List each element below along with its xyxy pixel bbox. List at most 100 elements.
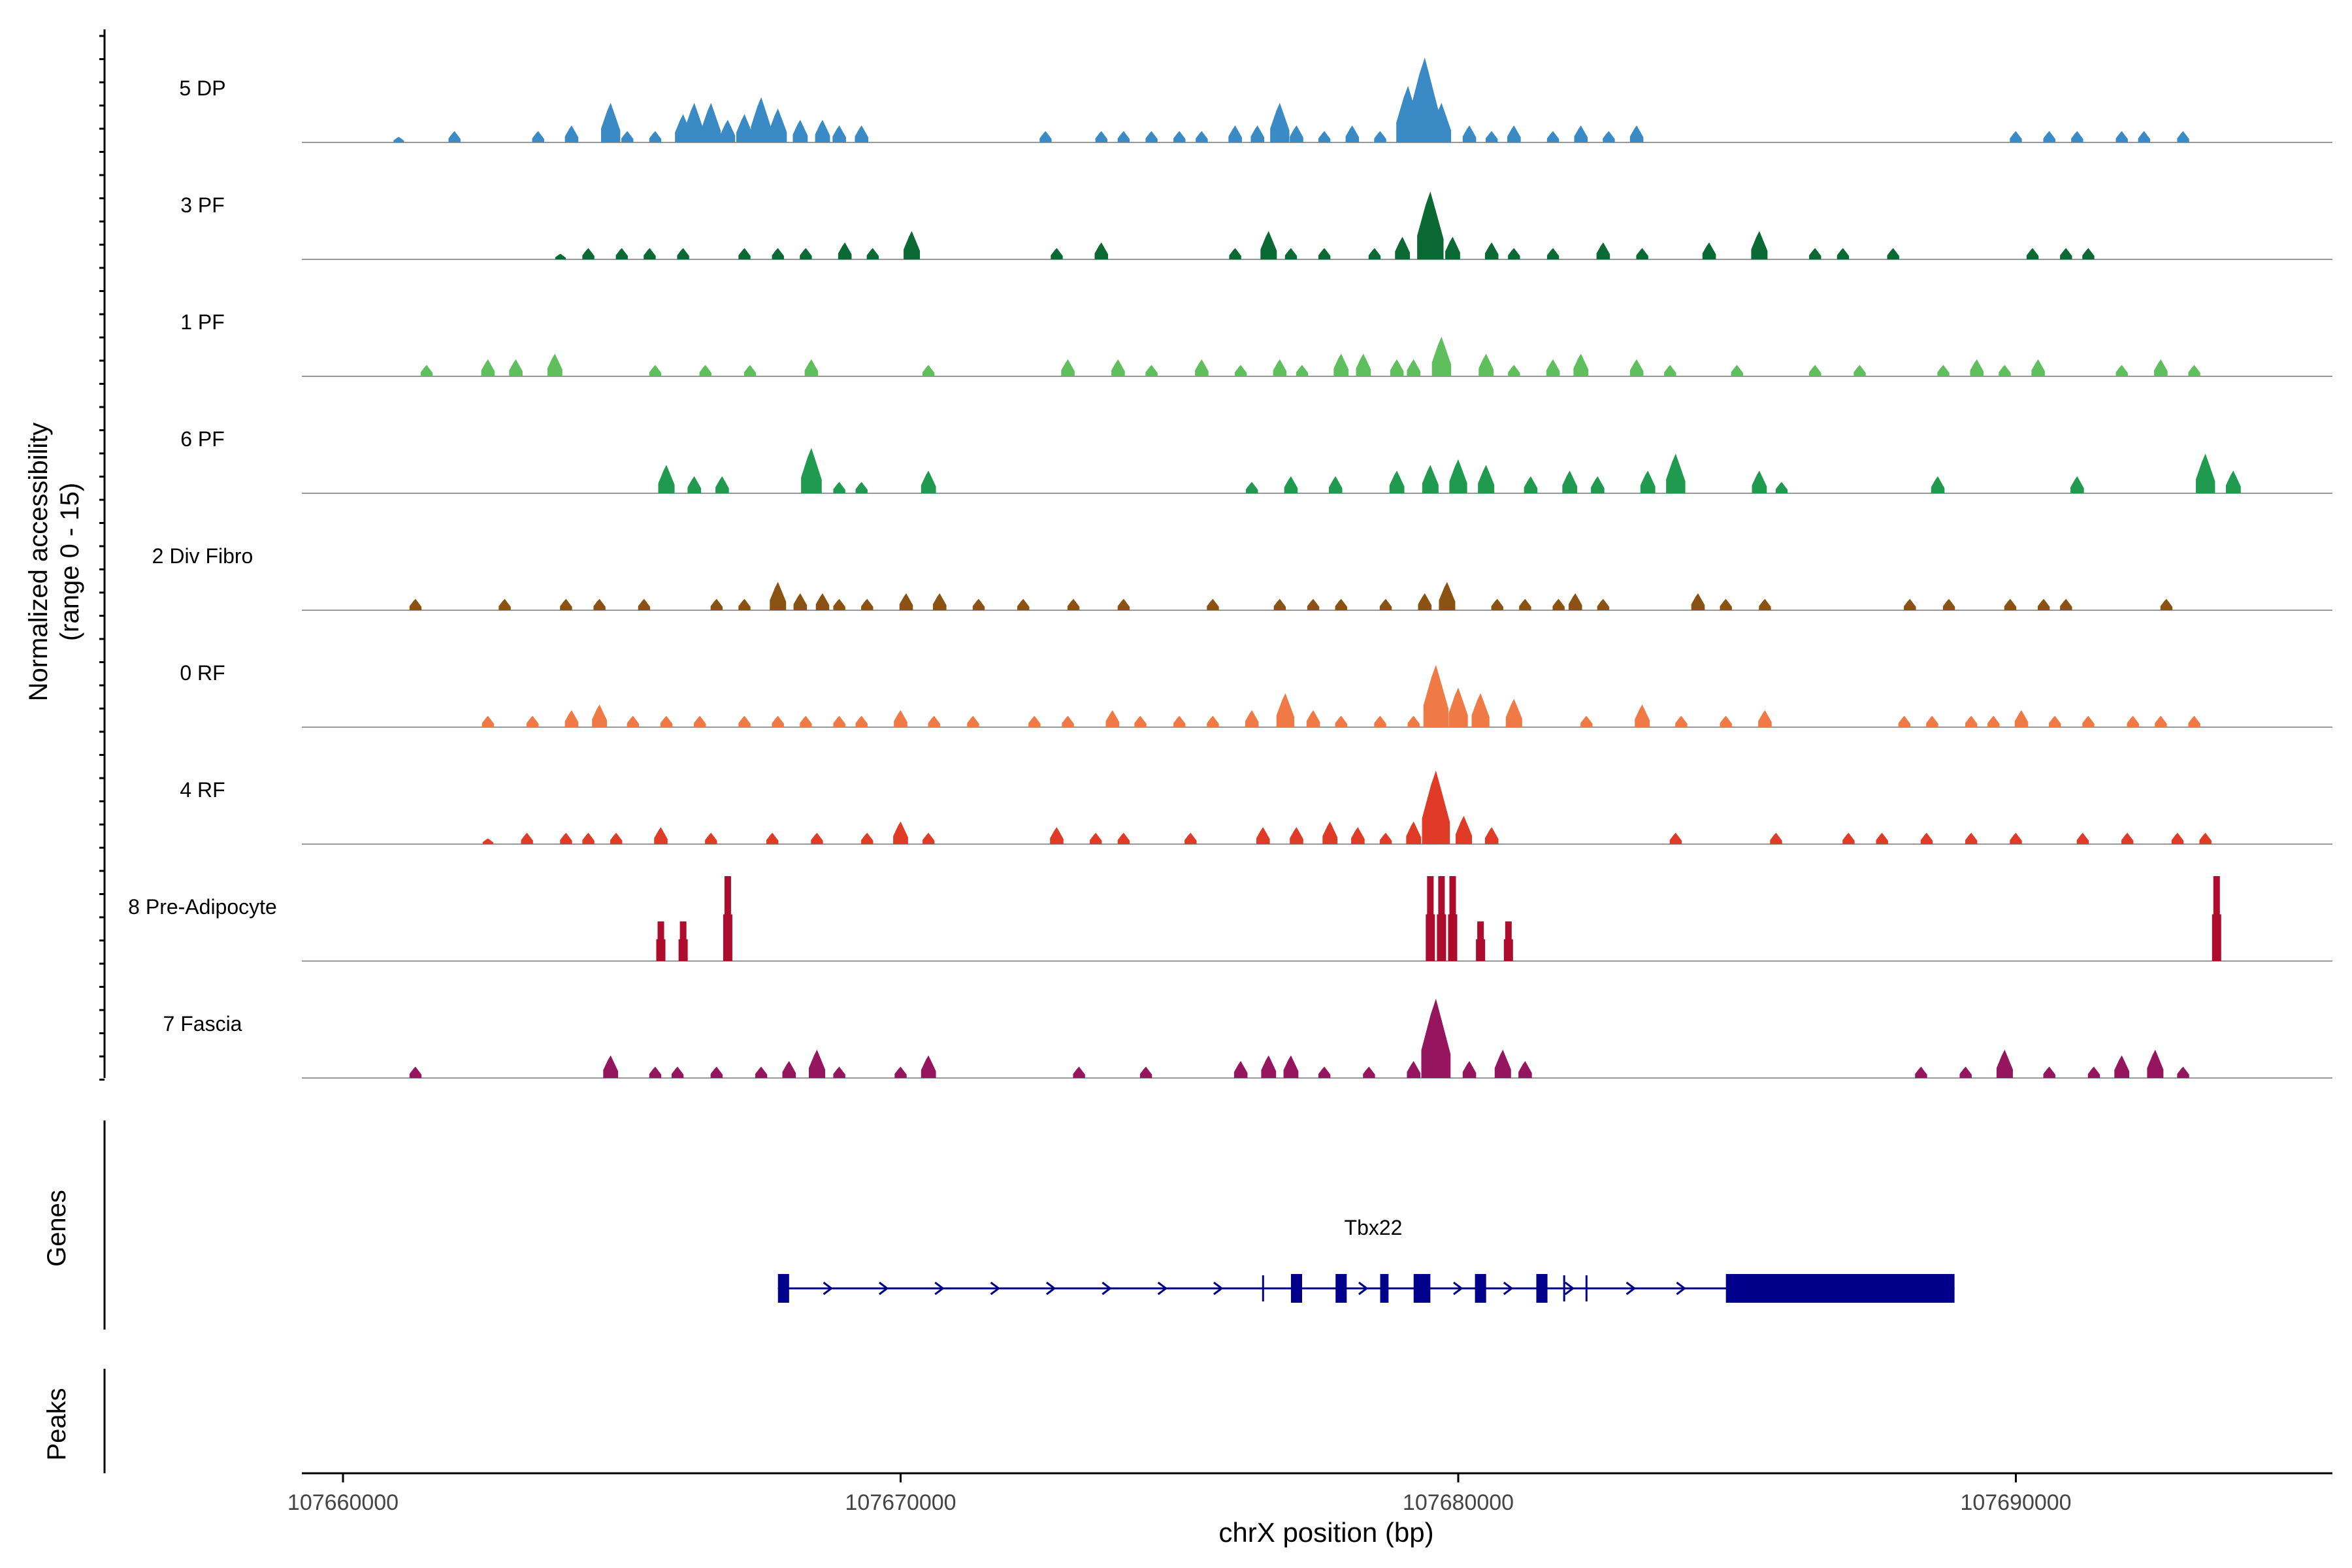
coverage-peak [1494,1049,1511,1078]
coverage-peak [904,231,921,259]
coverage-peak [1640,470,1656,493]
track-8-pre-adipocyte: 8 Pre-Adipocyte [128,876,2332,962]
coverage-peak [1431,336,1452,376]
coverage-peak [2195,453,2215,493]
coverage-peak [409,1066,422,1078]
gene-strand-arrow [934,1281,945,1296]
coverage-peak [1959,1066,1972,1078]
coverage-peak [833,715,845,727]
coverage-peak [1596,242,1610,259]
coverage-peak [1484,242,1499,259]
gene-strand-arrow [1676,1281,1686,1296]
coverage-peak [627,715,640,727]
coverage-peak [564,710,579,727]
coverage-peak [1573,353,1589,376]
gene-exon [1475,1274,1486,1303]
coverage-peak [1664,365,1676,376]
coverage-peak-base [1426,914,1435,961]
coverage-peak [420,365,433,376]
coverage-peak [2177,131,2189,142]
gene-strand-arrow [823,1281,834,1296]
coverage-peak [1061,359,1075,376]
coverage-peak [649,365,662,376]
coverage-peak [1395,237,1411,259]
coverage-peak [832,125,846,142]
coverage-peak [1261,1055,1277,1078]
coverage-peak [1290,125,1303,142]
coverage-peak [1508,365,1520,376]
coverage-peak [1195,359,1209,376]
coverage-peak [2225,470,2241,493]
coverage-peak [1390,359,1404,376]
coverage-peak [1318,131,1331,142]
coverage-peak [1322,821,1338,844]
coverage-peak-base [2212,914,2221,961]
coverage-peak [855,125,869,142]
coverage-peak [1368,248,1381,259]
coverage-peak [1245,710,1259,727]
coverage-peak [855,482,868,493]
track-7-fascia: 7 Fascia [163,998,2332,1079]
gene-model-tbx22 [777,1274,1955,1303]
coverage-peak [1283,1055,1299,1078]
coverage-peak [710,598,723,610]
coverage-peak [1290,827,1303,844]
coverage-peak [2010,832,2022,844]
gene-strand-arrow [1358,1281,1369,1296]
coverage-peak [1965,715,1978,727]
coverage-peak [1546,131,1560,142]
coverage-peak [2121,832,2134,844]
coverage-peak [1546,359,1560,376]
coverage-peak [1234,365,1247,376]
coverage-peak [1505,698,1522,727]
coverage-peak [1574,125,1588,142]
coverage-peak [2138,131,2151,142]
coverage-peak [1050,827,1064,844]
coverage-peak [1389,470,1405,493]
coverage-peak [2082,715,2095,727]
coverage-peak [1196,131,1208,142]
coverage-peak [658,465,675,493]
coverage-peak [560,832,572,844]
coverage-peak [1333,353,1349,376]
coverage-peak [838,242,852,259]
coverage-peak [677,248,689,259]
coverage-peak [899,593,913,610]
coverage-peak-base [656,939,666,961]
coverage-peak [2082,248,2095,259]
coverage-peak [1017,598,1030,610]
coverage-peak [2115,131,2128,142]
coverage-peak [1970,359,1984,376]
coverage-peak [2060,248,2072,259]
coverage-peak [1233,1061,1248,1078]
gene-strand-arrow [878,1281,889,1296]
genes-panel-label: Genes [42,1190,71,1267]
coverage-peak [1842,832,1855,844]
coverage-peak [2071,131,2083,142]
coverage-peak [1597,598,1610,610]
coverage-peak [694,715,706,727]
coverage-peak [1421,998,1451,1078]
coverage-peak [482,715,495,727]
coverage-peak [1731,365,1743,376]
x-axis-title: chrX position (bp) [1218,1517,1433,1548]
track-label: 0 RF [180,661,225,685]
coverage-peak [738,715,751,727]
coverage-peak [555,253,566,259]
coverage-peak [1273,359,1287,376]
coverage-peak [1508,248,1520,259]
coverage-peak [1629,125,1644,142]
coverage-peak [2004,598,2017,610]
coverage-peak [1636,248,1648,259]
coverage-peak [701,103,721,142]
coverage-peak [1809,365,1821,376]
coverage-peak [600,103,621,142]
coverage-peak [1105,710,1120,727]
coverage-peak [1051,248,1063,259]
coverage-peak [685,103,704,142]
coverage-peak [603,1055,619,1078]
coverage-peak [1363,1066,1375,1078]
coverage-peak [1887,248,1899,259]
track-label: 1 PF [180,310,225,334]
track-3-pf: 3 PF [180,191,2332,260]
